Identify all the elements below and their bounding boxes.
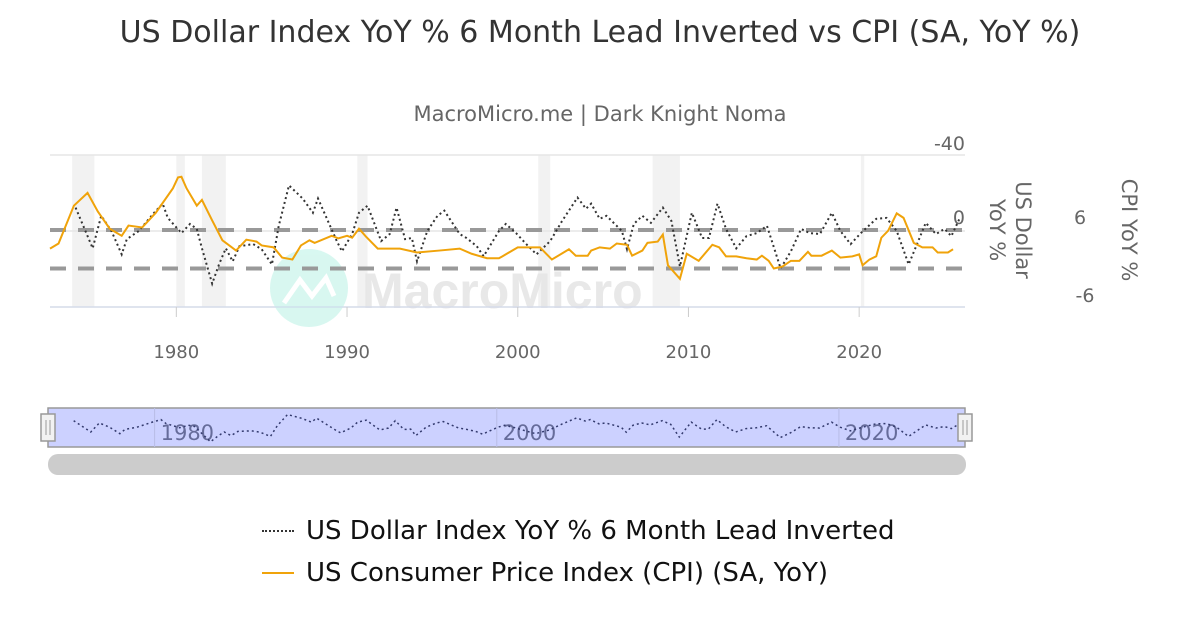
x-tick-label: 2020 xyxy=(836,342,882,363)
axis-title-line: YoY % xyxy=(985,198,1009,261)
dollar-tick-label: -40 xyxy=(934,133,965,155)
navigator[interactable]: 1980 2000 2020 xyxy=(40,407,973,448)
cpi-tick-label: -6 xyxy=(1076,285,1095,307)
chart-title: US Dollar Index YoY % 6 Month Lead Inver… xyxy=(119,15,1081,50)
navigator-handle-right[interactable] xyxy=(957,413,973,442)
legend-label: US Dollar Index YoY % 6 Month Lead Inver… xyxy=(306,516,895,546)
x-tick-label: 2010 xyxy=(666,342,712,363)
navigator-tick-label: 1980 xyxy=(161,421,214,445)
legend: US Dollar Index YoY % 6 Month Lead Inver… xyxy=(262,510,895,594)
dollar-tick-label: 0 xyxy=(953,207,965,229)
series-line-cpi xyxy=(49,175,954,281)
scrollbar-thumb[interactable] xyxy=(48,454,966,475)
dotted-line-swatch-icon xyxy=(262,530,294,532)
cpi-tick-label: 6 xyxy=(1074,207,1086,229)
chart-subtitle: MacroMicro.me | Dark Knight Noma xyxy=(413,102,787,126)
solid-line-swatch-icon xyxy=(262,572,294,574)
watermark-logo: MacroMicro xyxy=(270,249,643,327)
cpi-axis-title: CPI YoY % xyxy=(1117,179,1141,282)
series-line-dollar xyxy=(74,183,961,287)
x-tick-label: 2000 xyxy=(495,342,541,363)
handle-grip-icon xyxy=(957,413,973,442)
navigator-selection[interactable] xyxy=(47,407,966,448)
navigator-tick-label: 2020 xyxy=(845,421,898,445)
watermark-chart-icon xyxy=(281,273,337,305)
x-tick-label: 1990 xyxy=(324,342,370,363)
dollar-axis-title: US DollarYoY % xyxy=(985,181,1035,279)
navigator-handle-left[interactable] xyxy=(40,413,56,442)
axis-title-line: US Dollar xyxy=(1011,181,1035,279)
watermark-text: MacroMicro xyxy=(362,263,643,319)
x-tick-label: 1980 xyxy=(153,342,199,363)
legend-item-dollar[interactable]: US Dollar Index YoY % 6 Month Lead Inver… xyxy=(262,510,895,552)
legend-label: US Consumer Price Index (CPI) (SA, YoY) xyxy=(306,558,829,588)
handle-grip-icon xyxy=(40,413,56,442)
navigator-tick-label: 2000 xyxy=(503,421,556,445)
legend-item-cpi[interactable]: US Consumer Price Index (CPI) (SA, YoY) xyxy=(262,552,895,594)
